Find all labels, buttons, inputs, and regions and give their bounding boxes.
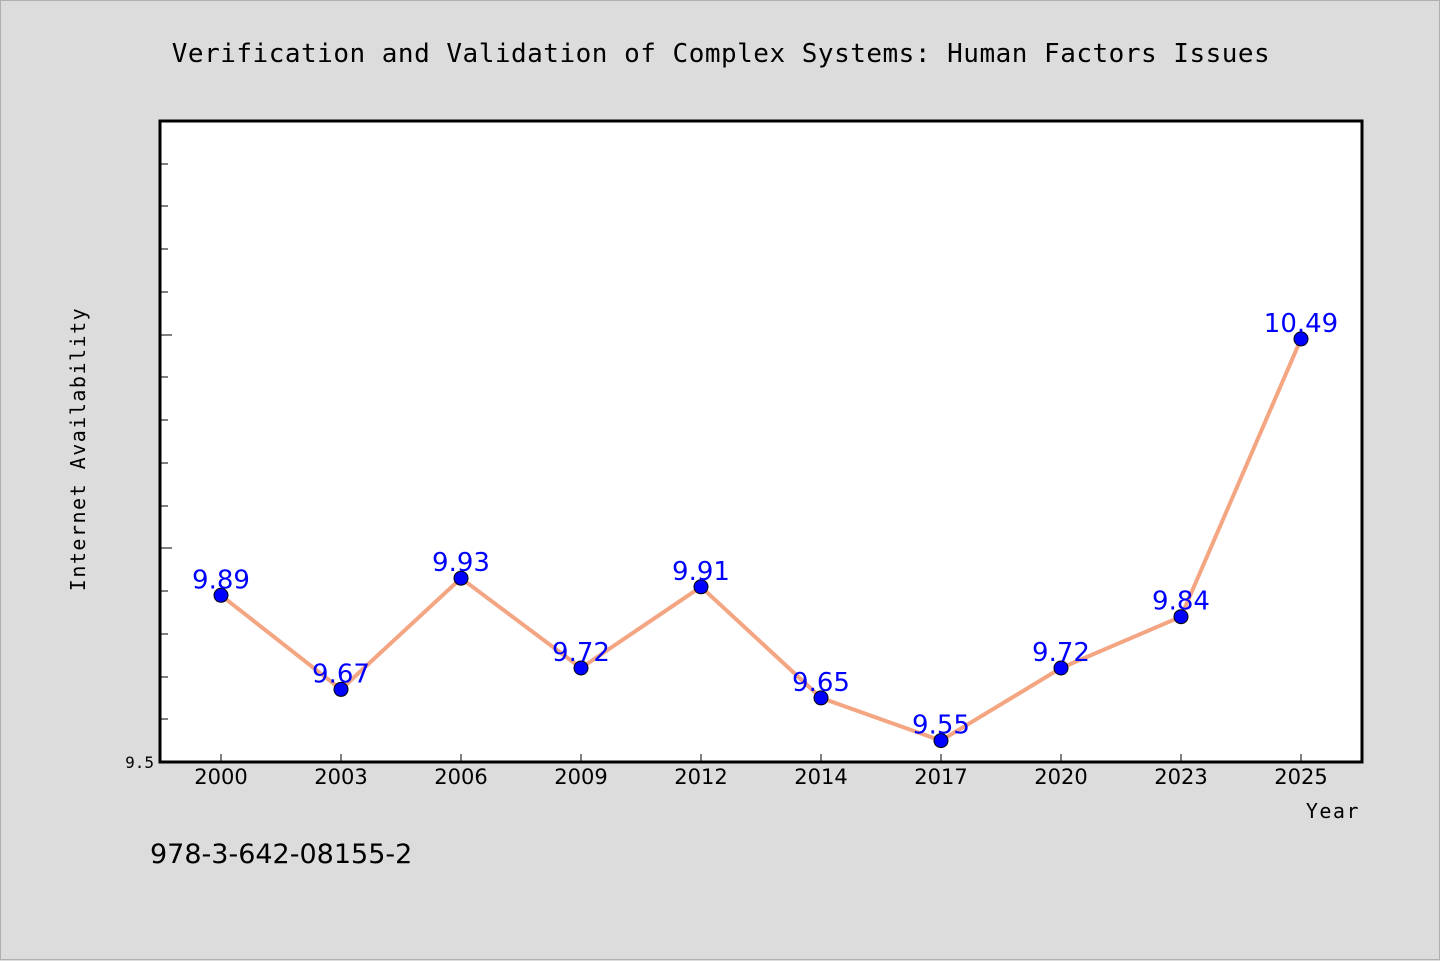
series-line bbox=[219, 336, 1303, 743]
data-point bbox=[1173, 609, 1189, 625]
data-point bbox=[573, 660, 589, 676]
data-labels: 9.89 9.67 9.93 9.72 9.91 9.65 9.55 9.72 9.84 10.4… bbox=[192, 309, 1338, 741]
x-tick-label: 2012 bbox=[674, 765, 727, 789]
data-label: 9.84 bbox=[1152, 587, 1210, 617]
data-label: 9.65 bbox=[792, 668, 850, 698]
chart-title: Verification and Validation of Complex S… bbox=[172, 39, 1270, 69]
x-tick-label: 2020 bbox=[1034, 765, 1087, 789]
data-point bbox=[1293, 331, 1309, 347]
x-tick-labels: 2000 2003 2006 2009 2012 2014 2017 2020 2023 2025 bbox=[194, 765, 1327, 789]
x-axis-label: Year bbox=[1306, 799, 1360, 823]
y-axis-ticks bbox=[160, 163, 172, 763]
data-point bbox=[453, 570, 469, 586]
plot-area bbox=[158, 119, 1364, 764]
x-tick-label: 2009 bbox=[554, 765, 607, 789]
y-tick-label: 9.5 bbox=[125, 753, 154, 772]
data-point bbox=[933, 733, 949, 749]
data-label: 9.91 bbox=[672, 557, 730, 587]
data-label: 9.93 bbox=[432, 548, 490, 578]
x-tick-label: 2025 bbox=[1274, 765, 1327, 789]
data-point bbox=[333, 681, 349, 697]
x-tick-label: 2023 bbox=[1154, 765, 1207, 789]
x-tick-label: 2003 bbox=[314, 765, 367, 789]
y-axis-label: Internet Availability bbox=[66, 307, 90, 591]
x-tick-label: 2017 bbox=[914, 765, 967, 789]
series-markers bbox=[213, 331, 1309, 749]
data-point bbox=[693, 579, 709, 595]
data-label: 9.72 bbox=[1032, 638, 1090, 668]
data-point bbox=[813, 690, 829, 706]
x-tick-label: 2000 bbox=[194, 765, 247, 789]
data-label: 9.67 bbox=[312, 659, 370, 689]
data-label: 9.72 bbox=[552, 638, 610, 668]
data-label: 9.89 bbox=[192, 565, 250, 595]
x-tick-label: 2014 bbox=[794, 765, 847, 789]
isbn-footer: 978-3-642-08155-2 bbox=[150, 839, 412, 870]
x-tick-label: 2006 bbox=[434, 765, 487, 789]
x-axis-ticks bbox=[220, 754, 1302, 762]
data-point bbox=[213, 587, 229, 603]
data-label: 9.55 bbox=[912, 711, 970, 741]
data-label: 10.49 bbox=[1264, 309, 1338, 339]
data-point bbox=[1053, 660, 1069, 676]
